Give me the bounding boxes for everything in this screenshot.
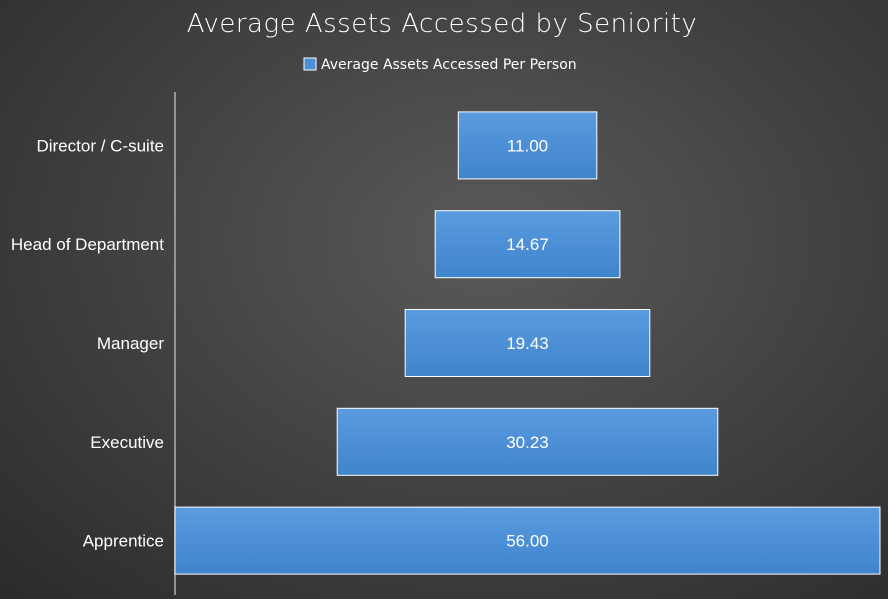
bar-1 [457, 111, 598, 180]
data-label: 30.23 [506, 433, 549, 452]
data-label: 56.00 [506, 532, 549, 551]
legend: Average Assets Accessed Per Person [303, 57, 577, 73]
data-label: 19.43 [506, 334, 549, 353]
bar-5 [174, 506, 881, 575]
category-label: Apprentice [83, 532, 164, 551]
legend-entry: Average Assets Accessed Per Person [321, 57, 577, 73]
bar-3 [404, 309, 651, 377]
category-label: Director / C-suite [36, 136, 164, 155]
legend-swatch [303, 57, 317, 71]
data-label: 11.00 [507, 136, 548, 155]
data-label: 14.67 [506, 235, 549, 254]
category-label: Executive [90, 433, 164, 452]
category-label: Head of Department [11, 235, 164, 254]
chart-title: Average Assets Accessed by Seniority [187, 9, 698, 39]
bar-4 [336, 407, 719, 476]
category-label: Manager [97, 334, 164, 353]
bar-2 [434, 210, 621, 279]
